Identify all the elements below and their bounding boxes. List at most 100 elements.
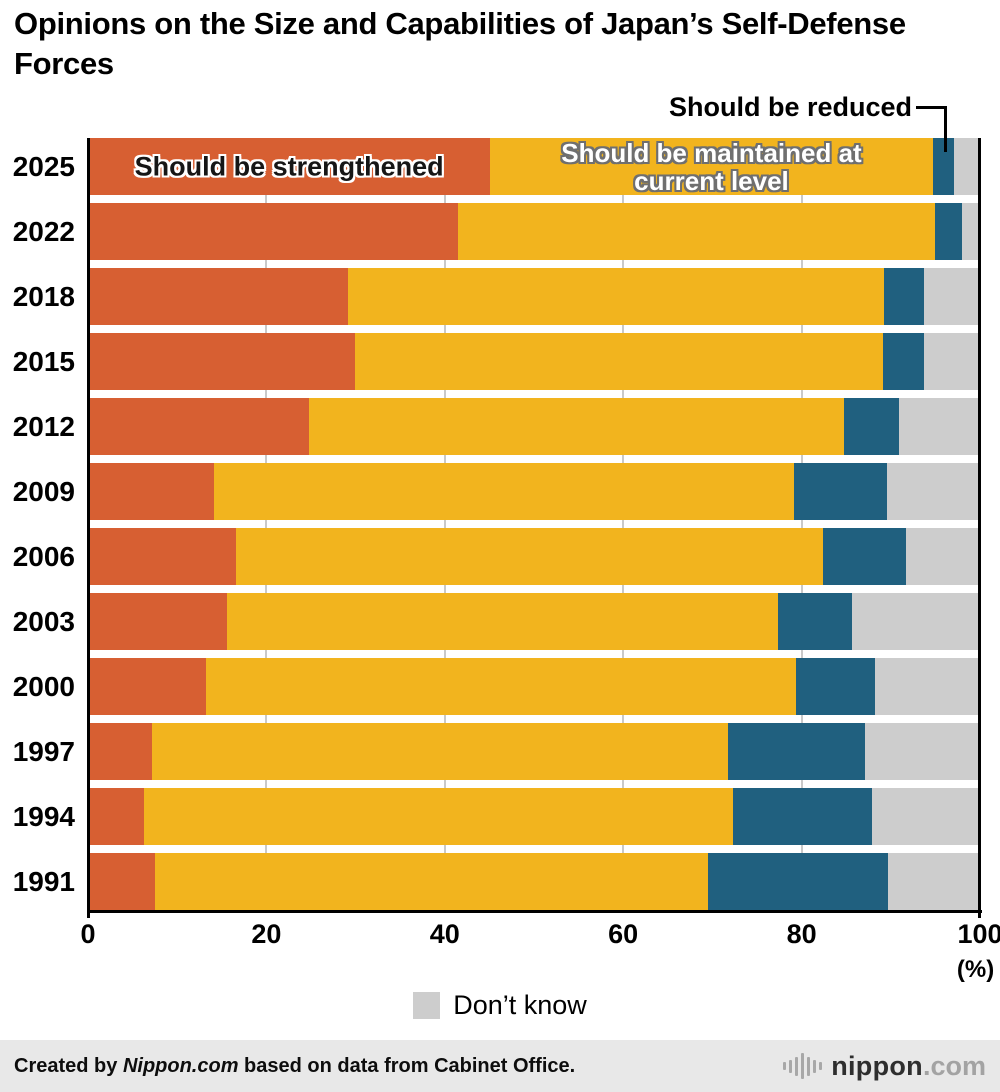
credit-suffix: based on data from Cabinet Office. xyxy=(238,1054,576,1077)
gridline-60 xyxy=(622,138,625,910)
year-label-2025: 2025 xyxy=(12,150,75,182)
bar-row-2018: 2018 xyxy=(13,268,980,325)
segment-should-be-maintained-at-current-level-1994 xyxy=(144,788,733,845)
year-label-1991: 1991 xyxy=(12,865,75,897)
year-label-2006: 2006 xyxy=(12,540,75,572)
segment-should-be-strengthened-1991 xyxy=(88,853,155,910)
annotation-connector-vertical xyxy=(944,106,947,152)
x-tick-60: 60 xyxy=(608,919,639,949)
footer: Created by Nippon.com based on data from… xyxy=(0,1040,1000,1092)
nippon-logo: nippon.com xyxy=(783,1051,986,1082)
x-tick-20: 20 xyxy=(251,919,282,949)
label-should-be-strengthened: Should be strengthened xyxy=(134,151,444,181)
segment-don-t-know-2022 xyxy=(962,203,980,260)
bar-row-2000: 2000 xyxy=(13,658,980,715)
segment-don-t-know-2003 xyxy=(851,593,980,650)
segment-don-t-know-2015 xyxy=(923,333,980,390)
bar-row-2012: 2012 xyxy=(13,398,980,455)
dont-know-label: Don’t know xyxy=(453,990,587,1020)
segment-should-be-maintained-at-current-level-1997 xyxy=(152,723,728,780)
segment-should-be-maintained-at-current-level-2006 xyxy=(236,528,823,585)
segment-should-be-reduced-2022 xyxy=(935,203,963,260)
logo-name: nippon xyxy=(831,1050,923,1081)
gridline-40 xyxy=(443,138,446,910)
bar-row-2022: 2022 xyxy=(13,203,980,260)
segment-should-be-strengthened-2022 xyxy=(88,203,459,260)
segment-should-be-reduced-2003 xyxy=(778,593,852,650)
credit-brand: Nippon.com xyxy=(122,1054,239,1077)
gridline-80 xyxy=(800,138,803,910)
nippon-waveform-icon xyxy=(783,1051,823,1081)
segment-should-be-strengthened-2018 xyxy=(88,268,348,325)
segment-should-be-maintained-at-current-level-2000 xyxy=(205,658,797,715)
x-axis-unit: (%) xyxy=(956,956,995,983)
segment-should-be-reduced-1997 xyxy=(727,723,865,780)
x-tick-0: 0 xyxy=(80,919,96,949)
segment-should-be-maintained-at-current-level-2025: Should be maintained at current level xyxy=(490,137,933,196)
year-label-2012: 2012 xyxy=(12,410,75,442)
segment-should-be-maintained-at-current-level-2022 xyxy=(458,203,936,260)
bar-rows: 2025 Should be strengthened Should be main… xyxy=(13,137,980,910)
bar-row-1991: 1991 xyxy=(13,853,980,910)
segment-should-be-reduced-1991 xyxy=(707,853,889,910)
label-should-be-maintained: Should be maintained at current level xyxy=(561,137,862,196)
segment-should-be-strengthened-1994 xyxy=(88,788,145,845)
year-label-1997: 1997 xyxy=(12,735,75,767)
segment-should-be-reduced-1994 xyxy=(732,788,873,845)
dont-know-swatch xyxy=(413,992,441,1019)
segment-don-t-know-2018 xyxy=(923,268,980,325)
credit-prefix: Created by xyxy=(14,1054,123,1077)
bar-row-2009: 2009 xyxy=(13,463,980,520)
logo-tld: .com xyxy=(922,1050,986,1081)
year-label-2015: 2015 xyxy=(12,345,75,377)
x-axis-line xyxy=(87,910,982,913)
chart-title: Opinions on the Size and Capabilities of… xyxy=(14,6,906,81)
segment-should-be-strengthened-2000 xyxy=(88,658,206,715)
segment-should-be-strengthened-2025: Should be strengthened xyxy=(88,138,491,195)
segment-should-be-reduced-2015 xyxy=(882,333,924,390)
year-label-2022: 2022 xyxy=(12,215,75,247)
nippon-logo-text: nippon.com xyxy=(831,1051,986,1082)
axis-line-100 xyxy=(978,138,981,918)
x-tick-80: 80 xyxy=(786,919,817,949)
year-label-1994: 1994 xyxy=(12,800,75,832)
annotation-connector-horizontal xyxy=(916,106,947,109)
bar-row-2006: 2006 xyxy=(13,528,980,585)
segment-should-be-strengthened-2006 xyxy=(88,528,237,585)
segment-should-be-reduced-2025 xyxy=(932,138,955,195)
bar-row-2003: 2003 xyxy=(13,593,980,650)
bar-row-1994: 1994 xyxy=(13,788,980,845)
year-label-2000: 2000 xyxy=(12,670,75,702)
segment-don-t-know-1991 xyxy=(888,853,980,910)
segment-don-t-know-2012 xyxy=(898,398,980,455)
segment-should-be-maintained-at-current-level-1991 xyxy=(154,853,708,910)
segment-should-be-strengthened-2015 xyxy=(88,333,355,390)
segment-don-t-know-1994 xyxy=(872,788,980,845)
bar-row-2025: 2025 Should be strengthened Should be main… xyxy=(13,137,980,196)
segment-should-be-reduced-2000 xyxy=(796,658,875,715)
x-tick-40: 40 xyxy=(429,919,460,949)
segment-don-t-know-1997 xyxy=(864,723,980,780)
segment-should-be-maintained-at-current-level-2015 xyxy=(354,333,883,390)
segment-should-be-strengthened-1997 xyxy=(88,723,153,780)
segment-should-be-reduced-2009 xyxy=(794,463,888,520)
year-label-2003: 2003 xyxy=(12,605,75,637)
segment-should-be-strengthened-2009 xyxy=(88,463,214,520)
annotation-should-be-reduced: Should be reduced xyxy=(668,92,912,122)
plot-area: 2025 Should be strengthened Should be main… xyxy=(13,137,1000,983)
x-tick-100: 100 xyxy=(957,919,1000,949)
segment-don-t-know-2006 xyxy=(905,528,980,585)
segment-should-be-reduced-2012 xyxy=(844,398,899,455)
legend: Don’t know xyxy=(0,990,1000,1021)
year-label-2018: 2018 xyxy=(12,280,75,312)
segment-don-t-know-2000 xyxy=(874,658,980,715)
bar-row-1997: 1997 xyxy=(13,723,980,780)
segment-should-be-reduced-2006 xyxy=(822,528,906,585)
segment-should-be-maintained-at-current-level-2018 xyxy=(347,268,884,325)
segment-don-t-know-2025 xyxy=(954,138,980,195)
gridline-20 xyxy=(265,138,268,910)
x-axis-ticks: 0 20 40 60 80 100 xyxy=(80,919,1000,955)
segment-should-be-strengthened-2003 xyxy=(88,593,228,650)
segment-should-be-reduced-2018 xyxy=(883,268,924,325)
